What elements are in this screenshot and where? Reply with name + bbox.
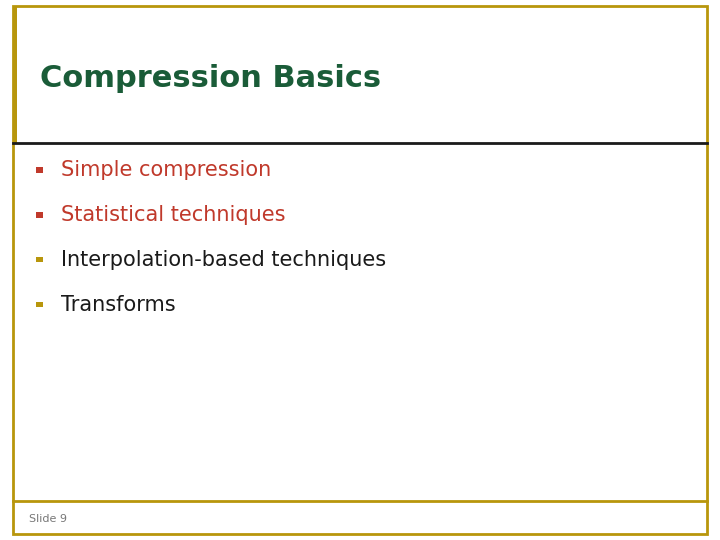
Bar xyxy=(36,167,43,173)
Bar xyxy=(13,6,17,143)
Text: Transforms: Transforms xyxy=(61,294,176,315)
Text: Slide 9: Slide 9 xyxy=(29,515,67,524)
Bar xyxy=(36,257,43,262)
Text: Simple compression: Simple compression xyxy=(61,160,271,180)
Bar xyxy=(36,212,43,218)
Text: Statistical techniques: Statistical techniques xyxy=(61,205,286,225)
Bar xyxy=(36,302,43,307)
Text: Compression Basics: Compression Basics xyxy=(40,64,381,93)
Text: Interpolation-based techniques: Interpolation-based techniques xyxy=(61,249,387,270)
